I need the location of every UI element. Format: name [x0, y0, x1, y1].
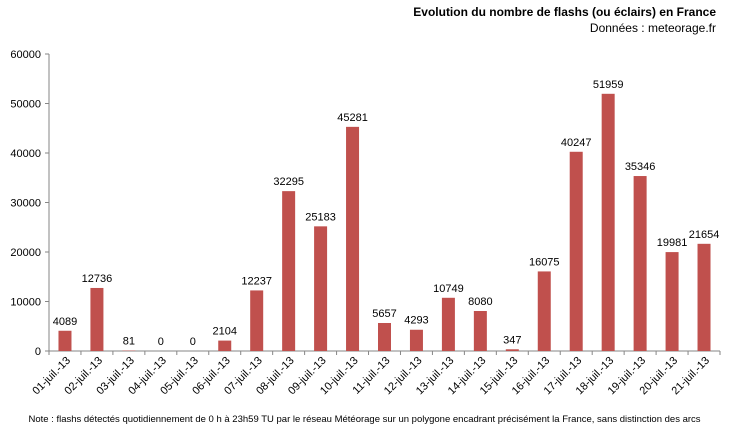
bar — [633, 176, 647, 351]
data-label: 5657 — [372, 308, 396, 320]
chart-title: Evolution du nombre de flashs (ou éclair… — [413, 5, 716, 19]
data-label: 35346 — [625, 161, 656, 173]
data-label: 21654 — [689, 229, 720, 241]
y-tick-label: 0 — [35, 346, 41, 358]
data-label: 12736 — [82, 273, 113, 285]
data-label: 19981 — [657, 237, 688, 249]
bar — [569, 151, 583, 351]
data-label: 40247 — [561, 137, 592, 149]
data-label: 2104 — [212, 326, 236, 338]
bar — [473, 311, 487, 351]
bar — [505, 349, 519, 351]
data-label: 45281 — [337, 112, 368, 124]
data-label: 0 — [190, 336, 196, 348]
bar — [378, 322, 391, 351]
data-label: 32295 — [273, 176, 304, 188]
y-tick-label: 20000 — [10, 247, 41, 259]
bar — [665, 252, 679, 351]
y-tick-label: 10000 — [10, 297, 41, 309]
bar — [282, 191, 296, 351]
chart-note: Note : flashs détectés quotidiennement d… — [28, 414, 701, 425]
bar — [537, 271, 551, 351]
bar — [441, 297, 455, 351]
chart-subtitle: Données : meteorage.fr — [589, 21, 716, 35]
data-label: 0 — [158, 336, 164, 348]
bar — [346, 126, 360, 352]
data-label: 347 — [503, 334, 521, 346]
data-label: 81 — [123, 336, 135, 348]
bar — [90, 287, 104, 351]
data-label: 10749 — [433, 283, 464, 295]
y-tick-label: 30000 — [10, 198, 41, 210]
bar — [409, 329, 423, 351]
y-tick-label: 40000 — [10, 148, 41, 160]
data-label: 4089 — [53, 316, 77, 328]
data-label: 16075 — [529, 256, 560, 268]
bar — [218, 340, 232, 351]
bar — [250, 290, 264, 351]
y-tick-label: 50000 — [10, 99, 41, 111]
data-label: 51959 — [593, 79, 624, 91]
data-label: 4293 — [404, 315, 428, 327]
y-tick-label: 60000 — [10, 49, 41, 61]
bar — [601, 93, 615, 351]
bar — [697, 243, 711, 351]
bar — [58, 330, 72, 351]
data-label: 25183 — [305, 211, 336, 223]
data-label: 8080 — [468, 296, 492, 308]
bar — [314, 226, 328, 351]
data-label: 12237 — [241, 275, 272, 287]
